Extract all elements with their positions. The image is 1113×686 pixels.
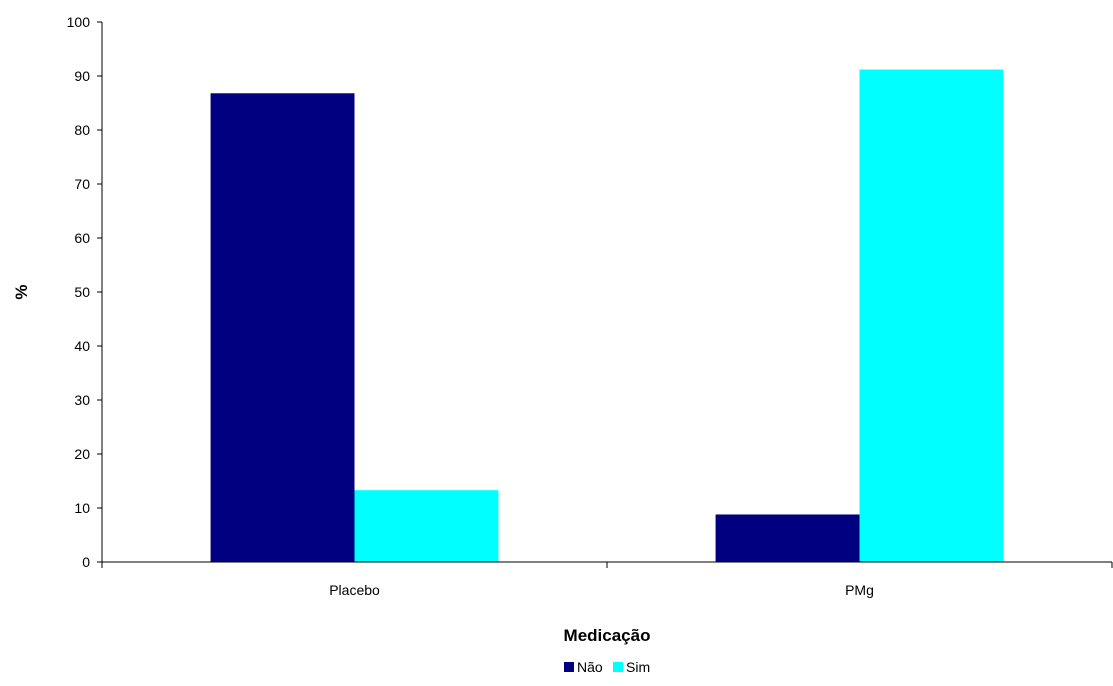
y-tick-label: 0 <box>82 554 90 570</box>
y-tick-label: 30 <box>74 392 90 408</box>
y-axis-title: % <box>12 284 31 299</box>
y-tick-label: 40 <box>74 338 90 354</box>
legend-label-não: Não <box>577 659 603 675</box>
y-tick-label: 70 <box>74 176 90 192</box>
legend-label-sim: Sim <box>626 659 650 675</box>
legend-swatch-não <box>564 662 574 672</box>
bar-sim-pmg <box>859 69 1004 563</box>
legend: Não Sim <box>564 659 650 675</box>
bar-não-pmg <box>715 514 860 562</box>
bar-sim-placebo <box>354 490 499 562</box>
x-tick-label: Placebo <box>329 582 380 598</box>
y-tick-label: 20 <box>74 446 90 462</box>
y-tick-label: 100 <box>67 14 91 30</box>
y-tick-label: 90 <box>74 68 90 84</box>
x-ticks-group: Placebo PMg <box>101 562 1113 598</box>
bars-group <box>210 69 1004 563</box>
y-tick-label: 50 <box>74 284 90 300</box>
y-tick-label: 10 <box>74 500 90 516</box>
legend-swatch-sim <box>613 662 623 672</box>
y-tick-label: 60 <box>74 230 90 246</box>
y-ticks-group: 0 10 20 30 40 50 60 70 80 90 100 <box>67 14 102 570</box>
bar-não-placebo <box>210 93 355 562</box>
x-axis-title: Medicação <box>564 626 651 645</box>
y-tick-label: 80 <box>74 122 90 138</box>
x-tick-label: PMg <box>845 582 874 598</box>
